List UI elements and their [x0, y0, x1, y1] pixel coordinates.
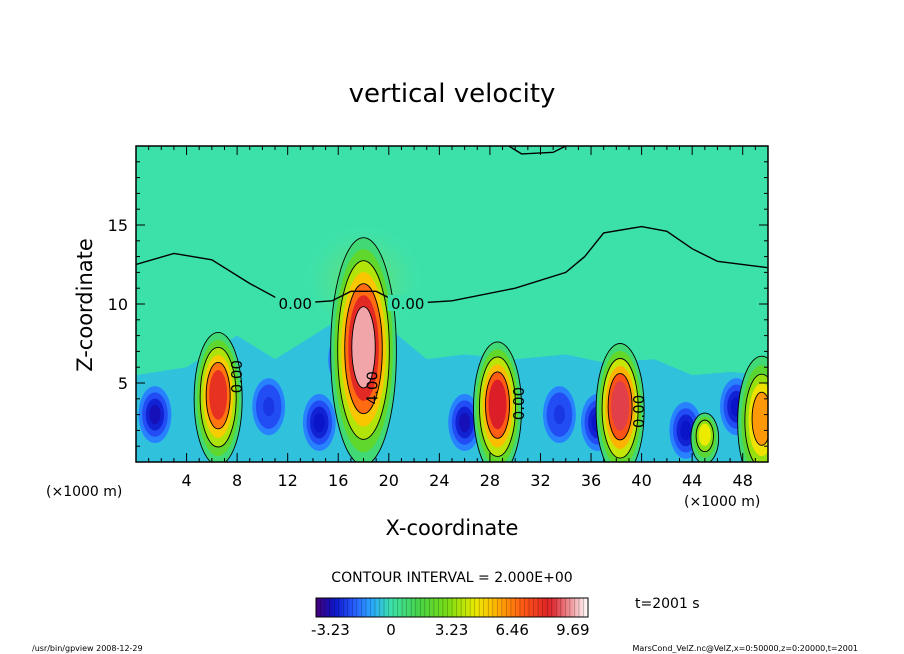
- y-axis-label: Z-coordinate: [73, 238, 97, 372]
- downdraft-cell: [138, 386, 172, 444]
- colorbar-tick-label: 9.69: [556, 621, 589, 639]
- x-tick-label: 8: [232, 471, 242, 490]
- colorbar-tick-label: -3.23: [311, 621, 350, 639]
- x-tick-label: 48: [733, 471, 753, 490]
- x-axis-label: X-coordinate: [386, 516, 519, 540]
- zero-contour-line: [136, 225, 768, 305]
- contour-label-bg: [275, 295, 316, 311]
- contour-label-bg: [387, 295, 428, 311]
- x-tick-label: 16: [328, 471, 348, 490]
- contour-label: 0.00: [228, 360, 246, 393]
- x-tick-label: 36: [581, 471, 601, 490]
- x-tick-label: 20: [379, 471, 399, 490]
- x-tick-label: 28: [480, 471, 500, 490]
- x-tick-label: 4: [181, 471, 191, 490]
- updraft-cell: [473, 341, 522, 462]
- x-tick-label: 24: [429, 471, 449, 490]
- downdraft-cell: [448, 394, 482, 451]
- colorbar: -3.23 0 3.23 6.46 9.69: [311, 597, 590, 639]
- x-unit-left: (×1000 m): [46, 484, 122, 500]
- x-tick-label: 12: [278, 471, 298, 490]
- colorbar-tick-label: 6.46: [496, 621, 529, 639]
- footer-left: /usr/bin/gpview 2008-12-29: [32, 644, 143, 653]
- x-unit-right: (×1000 m): [684, 494, 760, 510]
- contour-interval-text: CONTOUR INTERVAL = 2.000E+00: [331, 570, 572, 586]
- updraft-cell: [595, 343, 645, 462]
- contour-label: 0.00: [630, 395, 648, 428]
- updraft-cell: [690, 412, 720, 462]
- updraft-cell: [330, 237, 397, 462]
- colorbar-bar: [315, 597, 589, 618]
- y-tick-label: 10: [108, 295, 128, 314]
- downdraft-cell: [302, 394, 336, 451]
- y-tick-label: 5: [118, 374, 128, 393]
- contour-label: 0.00: [391, 295, 424, 313]
- x-tick-label: 40: [631, 471, 651, 490]
- contour-label: 4.00: [363, 371, 381, 404]
- footer-right: MarsCond_VelZ.nc@VelZ,x=0:50000,z=0:2000…: [633, 644, 859, 653]
- time-label: t=2001 s: [635, 596, 700, 612]
- x-tick-label: 32: [530, 471, 550, 490]
- contour-label: 0.00: [510, 387, 528, 420]
- downdraft-cell: [543, 386, 576, 444]
- updraft-cell: [737, 355, 768, 462]
- contour-plot-area: 0.00 0.00 0.00 4.00 0.00 0.00: [136, 146, 768, 462]
- colorbar-tick-label: 0: [386, 621, 396, 639]
- x-tick-label: 44: [682, 471, 702, 490]
- colorbar-tick-label: 3.23: [435, 621, 468, 639]
- chart-title: vertical velocity: [349, 79, 556, 109]
- downdraft-cell: [252, 378, 286, 436]
- updraft-cell: [193, 332, 243, 462]
- contour-label: 0.00: [279, 295, 312, 313]
- y-tick-label: 15: [108, 216, 128, 235]
